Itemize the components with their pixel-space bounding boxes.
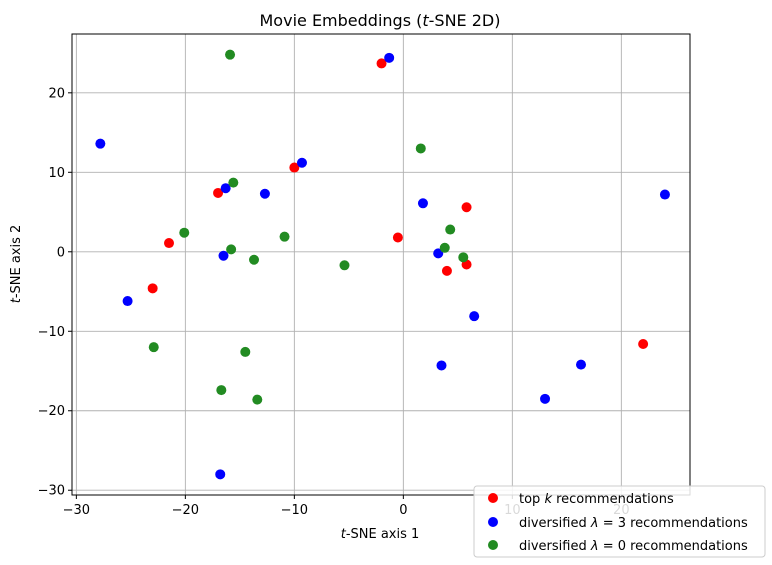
y-tick-label: −30 bbox=[38, 484, 65, 499]
legend-marker-top-k bbox=[488, 493, 498, 503]
point-top-k bbox=[392, 232, 403, 243]
point-top-k bbox=[164, 238, 175, 249]
point-diversified-lambda-3 bbox=[95, 138, 106, 149]
point-diversified-lambda-0 bbox=[216, 385, 227, 396]
y-axis-label: t-SNE axis 2 bbox=[9, 225, 24, 304]
y-tick-label: 20 bbox=[48, 86, 65, 101]
data-points bbox=[95, 49, 670, 480]
point-diversified-lambda-3 bbox=[659, 189, 670, 200]
plot-background bbox=[72, 34, 690, 495]
point-diversified-lambda-0 bbox=[445, 224, 456, 235]
point-diversified-lambda-3 bbox=[540, 393, 551, 404]
point-diversified-lambda-0 bbox=[458, 252, 469, 263]
point-diversified-lambda-0 bbox=[339, 260, 350, 271]
point-diversified-lambda-0 bbox=[249, 254, 260, 265]
x-tick-label: 0 bbox=[399, 503, 407, 518]
legend: top k recommendations diversified λ = 3 … bbox=[473, 485, 766, 558]
plot-frame bbox=[71, 33, 691, 496]
point-diversified-lambda-0 bbox=[179, 227, 190, 238]
x-tick-label: −10 bbox=[281, 503, 308, 518]
point-diversified-lambda-0 bbox=[252, 394, 263, 405]
x-axis-label: t-SNE axis 1 bbox=[341, 527, 420, 542]
point-diversified-lambda-0 bbox=[415, 143, 426, 154]
point-diversified-lambda-3 bbox=[215, 469, 226, 480]
point-diversified-lambda-3 bbox=[469, 311, 480, 322]
point-diversified-lambda-0 bbox=[148, 342, 159, 353]
point-diversified-lambda-3 bbox=[122, 296, 133, 307]
point-diversified-lambda-0 bbox=[279, 231, 290, 242]
point-diversified-lambda-3 bbox=[436, 360, 447, 371]
point-diversified-lambda-3 bbox=[384, 52, 395, 63]
point-top-k bbox=[638, 338, 649, 349]
point-top-k bbox=[461, 202, 472, 213]
legend-label-diversified-lambda-3: diversified λ = 3 recommendations bbox=[519, 516, 748, 531]
point-top-k bbox=[376, 58, 387, 69]
point-diversified-lambda-0 bbox=[228, 177, 239, 188]
point-diversified-lambda-0 bbox=[439, 242, 450, 253]
point-top-k bbox=[147, 283, 158, 294]
chart-title: Movie Embeddings (t-SNE 2D) bbox=[260, 11, 501, 30]
y-tick-label: 10 bbox=[48, 166, 65, 181]
y-tick-label: 0 bbox=[57, 245, 65, 260]
legend-label-top-k: top k recommendations bbox=[519, 492, 674, 507]
point-diversified-lambda-3 bbox=[259, 188, 270, 199]
x-tick-label: −20 bbox=[172, 503, 199, 518]
legend-box bbox=[473, 485, 766, 558]
point-diversified-lambda-0 bbox=[240, 346, 251, 357]
point-diversified-lambda-0 bbox=[226, 244, 237, 255]
x-tick-label: −30 bbox=[63, 503, 90, 518]
y-tick-label: −10 bbox=[38, 325, 65, 340]
y-axis-ticks: −30 −20 −10 0 10 20 bbox=[38, 86, 72, 499]
point-diversified-lambda-3 bbox=[433, 248, 444, 259]
legend-marker-diversified-lambda-3 bbox=[488, 517, 498, 527]
point-diversified-lambda-3 bbox=[220, 183, 231, 194]
y-tick-label: −20 bbox=[38, 404, 65, 419]
point-diversified-lambda-3 bbox=[296, 157, 307, 168]
point-diversified-lambda-3 bbox=[218, 250, 229, 261]
plot-area bbox=[71, 33, 691, 496]
legend-label-diversified-lambda-0: diversified λ = 0 recommendations bbox=[519, 539, 748, 554]
point-diversified-lambda-0 bbox=[225, 49, 236, 60]
grid-lines bbox=[72, 34, 690, 495]
point-top-k bbox=[213, 187, 224, 198]
point-top-k bbox=[289, 162, 300, 173]
legend-marker-diversified-lambda-0 bbox=[488, 540, 498, 550]
point-diversified-lambda-3 bbox=[417, 198, 428, 209]
point-diversified-lambda-3 bbox=[576, 359, 587, 370]
point-top-k bbox=[441, 265, 452, 276]
